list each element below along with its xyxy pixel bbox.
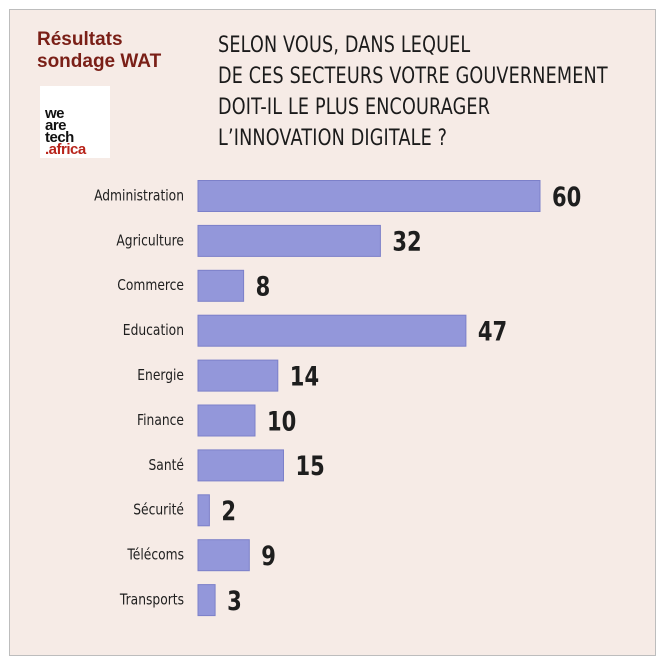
value-label-sante: 15 (296, 451, 325, 482)
category-label-securite: Sécurité (133, 502, 184, 519)
category-label-agriculture: Agriculture (116, 232, 184, 249)
question-line-3: DOIT-IL LE PLUS ENCOURAGER (218, 95, 491, 120)
question-line-1: SELON VOUS, DANS LEQUEL (218, 33, 471, 58)
value-label-education: 47 (478, 316, 507, 347)
wearetech-logo: we are tech .africa (40, 86, 110, 158)
category-label-finance: Finance (137, 412, 184, 429)
bar-sante (197, 449, 284, 482)
bar-commerce (197, 269, 245, 302)
bar-agriculture (197, 224, 381, 257)
logo-text-tech: tech (45, 129, 74, 146)
value-label-transports: 3 (227, 585, 242, 616)
value-label-telecoms: 9 (261, 540, 276, 571)
survey-title-line-2: sondage WAT (37, 51, 162, 72)
survey-title: Résultats sondage WAT (37, 29, 161, 73)
value-label-agriculture: 32 (392, 226, 421, 257)
bar-telecoms (197, 539, 250, 572)
survey-title-line-1: Résultats (37, 29, 123, 50)
category-label-telecoms: Télécoms (126, 546, 184, 563)
category-label-energie: Energie (137, 367, 184, 384)
value-label-energie: 14 (290, 361, 319, 392)
bar-transports (197, 584, 216, 617)
bar-education (197, 314, 467, 347)
category-label-education: Education (123, 322, 184, 339)
logo-text-are: are (45, 117, 67, 134)
value-label-securite: 2 (221, 496, 236, 527)
value-label-administration: 60 (552, 181, 581, 212)
question-line-2: DE CES SECTEURS VOTRE GOUVERNEMENT (218, 64, 608, 89)
value-label-finance: 10 (267, 406, 296, 437)
category-label-transports: Transports (119, 591, 184, 608)
value-label-commerce: 8 (256, 271, 271, 302)
question-line-4: L’INNOVATION DIGITALE ? (218, 126, 448, 151)
bar-securite (197, 494, 210, 527)
bar-finance (197, 404, 256, 437)
category-label-sante: Santé (148, 457, 184, 474)
logo-text-africa: .africa (45, 141, 86, 158)
category-label-administration: Administration (94, 187, 184, 204)
bar-administration (197, 180, 541, 212)
category-label-commerce: Commerce (117, 277, 184, 294)
logo-text-we: we (45, 105, 65, 122)
bar-energie (197, 359, 279, 392)
chart-question: SELON VOUS, DANS LEQUEL DE CES SECTEURS … (218, 30, 608, 154)
